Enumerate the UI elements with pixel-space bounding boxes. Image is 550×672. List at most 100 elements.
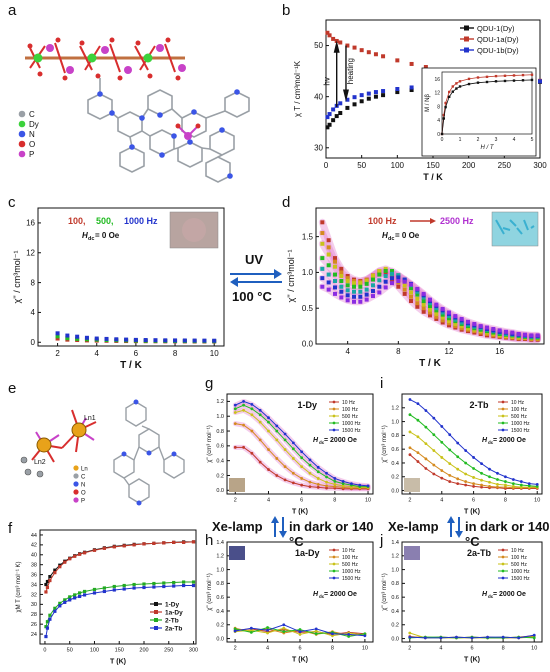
legend-d-from: 100 Hz <box>368 216 397 226</box>
chart-g-point <box>325 480 328 484</box>
inset-point <box>451 85 454 88</box>
series-f-3-point <box>162 584 166 589</box>
legend-e-dot <box>73 497 79 503</box>
chart-h-point <box>233 629 237 633</box>
series-d-6-point <box>485 325 489 330</box>
panel-letter-h: h <box>205 532 214 549</box>
series-d-5-point <box>345 293 350 298</box>
chart-j: 2 4 6 8 10 0.0 0.2 0.4 0.6 0.8 1.0 1.2 1.4 T (K) χ'' (… <box>382 540 543 664</box>
sample-photo-d-crystal <box>516 227 523 235</box>
chart-g-legend-marker <box>332 414 336 418</box>
chart-g-point <box>242 400 245 403</box>
chart-g-hdc-sub: dc <box>319 440 325 445</box>
y-tick-label: 1.0 <box>391 419 399 425</box>
chart-i-point <box>408 413 412 417</box>
chart-g-point <box>283 478 287 482</box>
series-d-6-point <box>440 306 445 311</box>
inset-y-label: M / Nβ <box>425 94 431 112</box>
inset-point <box>476 76 480 79</box>
series-d-4-point <box>428 301 432 306</box>
legend-b-marker <box>464 47 469 53</box>
inset-point <box>494 80 498 83</box>
series-f-2-point <box>142 582 146 586</box>
inset-x-tick: 1 <box>459 137 462 143</box>
series-d-2-point <box>364 279 369 284</box>
y-axis-label: χ'' (cm³ mol⁻¹) <box>207 573 213 611</box>
chart-i-point <box>416 435 420 439</box>
chart-i-point <box>448 473 452 477</box>
chart-j-legend-label: 500 Hz <box>511 562 527 568</box>
y-tick-label: 1.4 <box>391 540 399 546</box>
x-tick-label: 10 <box>365 498 371 504</box>
y-tick-label: 0.0 <box>302 340 314 349</box>
chart-g-point <box>283 432 287 436</box>
series-d-4-point <box>434 306 439 311</box>
sample-photo-d <box>491 211 539 247</box>
x-tick-label: 50 <box>357 161 366 170</box>
series-d-6-point <box>447 310 451 315</box>
y-tick-label: 0.6 <box>391 447 399 453</box>
inset-x-tick: 2 <box>477 137 480 143</box>
series-d-4-point <box>440 310 445 315</box>
series-d-5-point <box>383 279 388 284</box>
y-axis-label: χ'' / cm³mol⁻¹ <box>12 251 22 304</box>
chart-g-point <box>316 477 320 480</box>
chart-j-legend-marker <box>501 569 505 573</box>
series-d-2-point <box>333 264 337 269</box>
x-tick-label: 10 <box>362 646 368 652</box>
transition-left: Xe-lamp in dark or 140 °C <box>210 516 380 549</box>
inset-point <box>521 73 525 77</box>
series-d-3-point <box>434 308 439 313</box>
y-axis-label: χ'' (cm³ mol⁻¹) <box>207 425 213 463</box>
chart-i-point <box>408 446 412 450</box>
x-axis-label: T / K <box>120 360 142 371</box>
series-f-1-point <box>78 552 82 556</box>
chart-i-point <box>496 485 499 489</box>
series-d-2-point <box>345 279 350 284</box>
chart-i-point <box>424 425 428 429</box>
chart-j-point <box>470 636 474 640</box>
y-tick-label: 0.8 <box>391 433 399 439</box>
chart-g-point <box>233 403 237 407</box>
chart-i-point <box>440 476 444 480</box>
legend-c-text: 1000 Hz <box>124 216 158 226</box>
series-d-6-point <box>478 324 483 329</box>
chart-i-point <box>440 456 444 459</box>
hv-arrowhead <box>333 40 340 53</box>
x-tick-label: 250 <box>164 648 173 654</box>
series-c-2-point <box>75 334 80 339</box>
series-d-1-point <box>409 294 413 299</box>
chart-f: 0 50 100 150 200 250 300 24 26 28 30 32 34 36 38 40 42 44… <box>16 529 198 666</box>
series-d-2-point <box>466 326 470 331</box>
x-tick-label: 300 <box>533 161 547 170</box>
y-tick-label: 1.2 <box>391 554 399 560</box>
series-f-2-point <box>82 589 87 594</box>
chart-j-point <box>486 635 489 639</box>
series-d-3-point <box>390 268 394 273</box>
series-b-1-point <box>325 30 330 35</box>
series-f-1-point <box>53 571 57 575</box>
chart-g-point <box>233 422 237 426</box>
plot-frame <box>401 393 543 495</box>
chart-g-point <box>358 483 362 487</box>
sample-photo-d-crystal <box>502 227 511 231</box>
series-b-0-point <box>395 90 400 95</box>
x-axis-label: T (K) <box>292 509 308 516</box>
chart-g-point <box>258 408 262 412</box>
x-axis-label: T (K) <box>292 657 308 664</box>
chart-h-point <box>282 623 286 627</box>
chart-i-point <box>527 484 531 488</box>
x-tick-label: 4 <box>345 347 350 356</box>
chart-h: 2 4 6 8 10 0.0 0.2 0.4 0.6 0.8 1.0 1.2 1.4 T (K) χ'' (… <box>207 540 374 664</box>
legend-f-label: 1a-Dy <box>165 610 183 617</box>
chart-i-point <box>464 480 468 483</box>
legend-e-label: N <box>81 483 85 489</box>
dy-chain <box>25 37 186 81</box>
series-f-1-point <box>162 541 166 545</box>
series-d-6-point <box>371 294 375 299</box>
sample-photo-d-crystal <box>530 225 535 229</box>
chart-i-point <box>464 483 468 487</box>
x-tick-label: 100 <box>391 161 405 170</box>
ligand-n-atoms <box>97 89 240 179</box>
inset-y-tick: 8 <box>437 104 440 110</box>
